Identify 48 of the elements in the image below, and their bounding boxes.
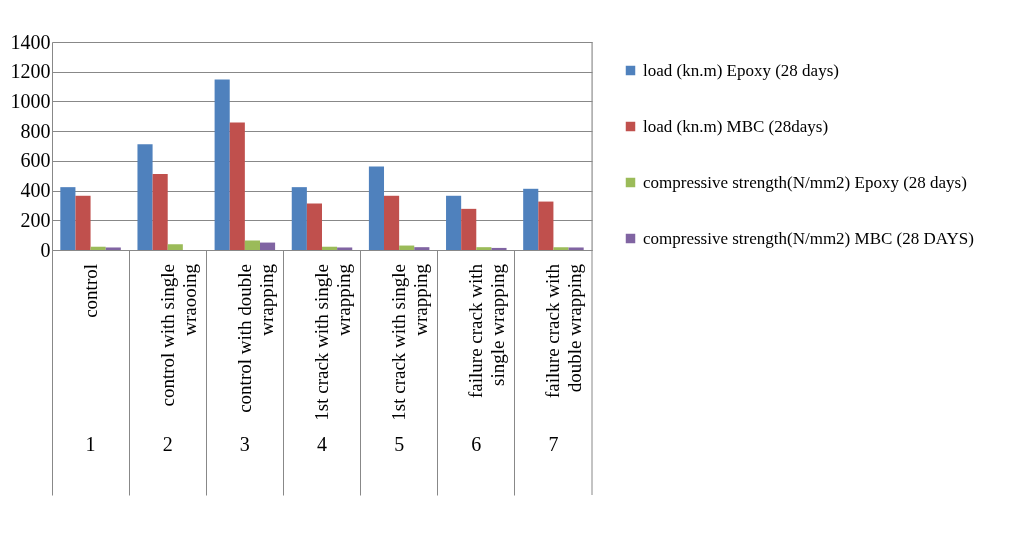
bar bbox=[568, 247, 584, 250]
y-tick-label: 800 bbox=[20, 119, 51, 142]
bar bbox=[75, 195, 91, 250]
text: 4 bbox=[317, 433, 327, 455]
text: 1 bbox=[85, 433, 96, 455]
bar bbox=[446, 195, 462, 250]
legend-label: compressive strength(N/mm2) MBC (28 DAYS) bbox=[643, 228, 974, 248]
bar bbox=[491, 247, 507, 250]
bar bbox=[137, 144, 153, 250]
y-tick-label: 200 bbox=[20, 208, 51, 231]
bar bbox=[306, 203, 322, 250]
bar bbox=[152, 173, 168, 250]
x-tick-label: control with single wraooing bbox=[156, 263, 200, 407]
y-tick-label: 0 bbox=[40, 238, 51, 261]
legend-label: load (kn.m) MBC (28days) bbox=[643, 116, 829, 136]
y-tick-label: 1400 bbox=[10, 30, 51, 53]
bar bbox=[523, 188, 539, 250]
bar bbox=[229, 122, 245, 250]
bar bbox=[60, 187, 76, 250]
bar bbox=[476, 247, 492, 250]
bar bbox=[337, 247, 353, 250]
bar bbox=[291, 187, 307, 250]
text: 3 bbox=[239, 433, 250, 455]
bar bbox=[368, 166, 385, 250]
text: 2 bbox=[162, 433, 173, 455]
bar bbox=[322, 246, 338, 250]
text: 5 bbox=[394, 433, 405, 455]
bar bbox=[399, 245, 415, 250]
text: 7 bbox=[548, 433, 559, 455]
text: 6 bbox=[471, 433, 482, 455]
bar bbox=[414, 247, 430, 250]
legend-label: load (kn.m) Epoxy (28 days) bbox=[643, 60, 839, 80]
bar bbox=[384, 195, 400, 250]
y-tick-label: 400 bbox=[20, 179, 51, 202]
y-tick-label: 600 bbox=[20, 149, 51, 172]
bar bbox=[214, 79, 230, 250]
bar bbox=[105, 247, 121, 250]
y-tick-label: 1200 bbox=[10, 60, 51, 83]
bar bbox=[244, 240, 260, 250]
x-tick-label: control bbox=[79, 264, 101, 318]
bar bbox=[167, 244, 183, 250]
y-tick-label: 1000 bbox=[10, 89, 51, 112]
bar bbox=[538, 201, 554, 250]
legend-label: compressive strength(N/mm2) Epoxy (28 days) bbox=[643, 172, 967, 192]
bar bbox=[553, 247, 569, 250]
bar bbox=[259, 242, 276, 250]
bar bbox=[90, 246, 106, 250]
bar bbox=[461, 208, 477, 250]
